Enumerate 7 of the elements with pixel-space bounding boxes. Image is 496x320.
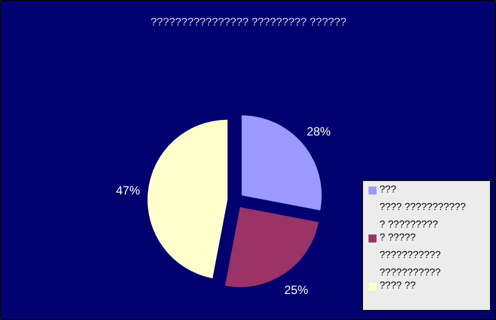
legend-label: ? ????? ??????????? ??????????? — [380, 232, 442, 279]
chart-title: ???????????????? ????????? ?????? — [150, 16, 346, 28]
data-label: 25% — [284, 282, 309, 297]
legend-label: ???? ?? — [380, 280, 416, 292]
legend-label: ??? ???? ??????????? ? ????????? — [380, 184, 466, 231]
data-label: 28% — [306, 124, 332, 139]
data-label: 47% — [116, 183, 140, 198]
